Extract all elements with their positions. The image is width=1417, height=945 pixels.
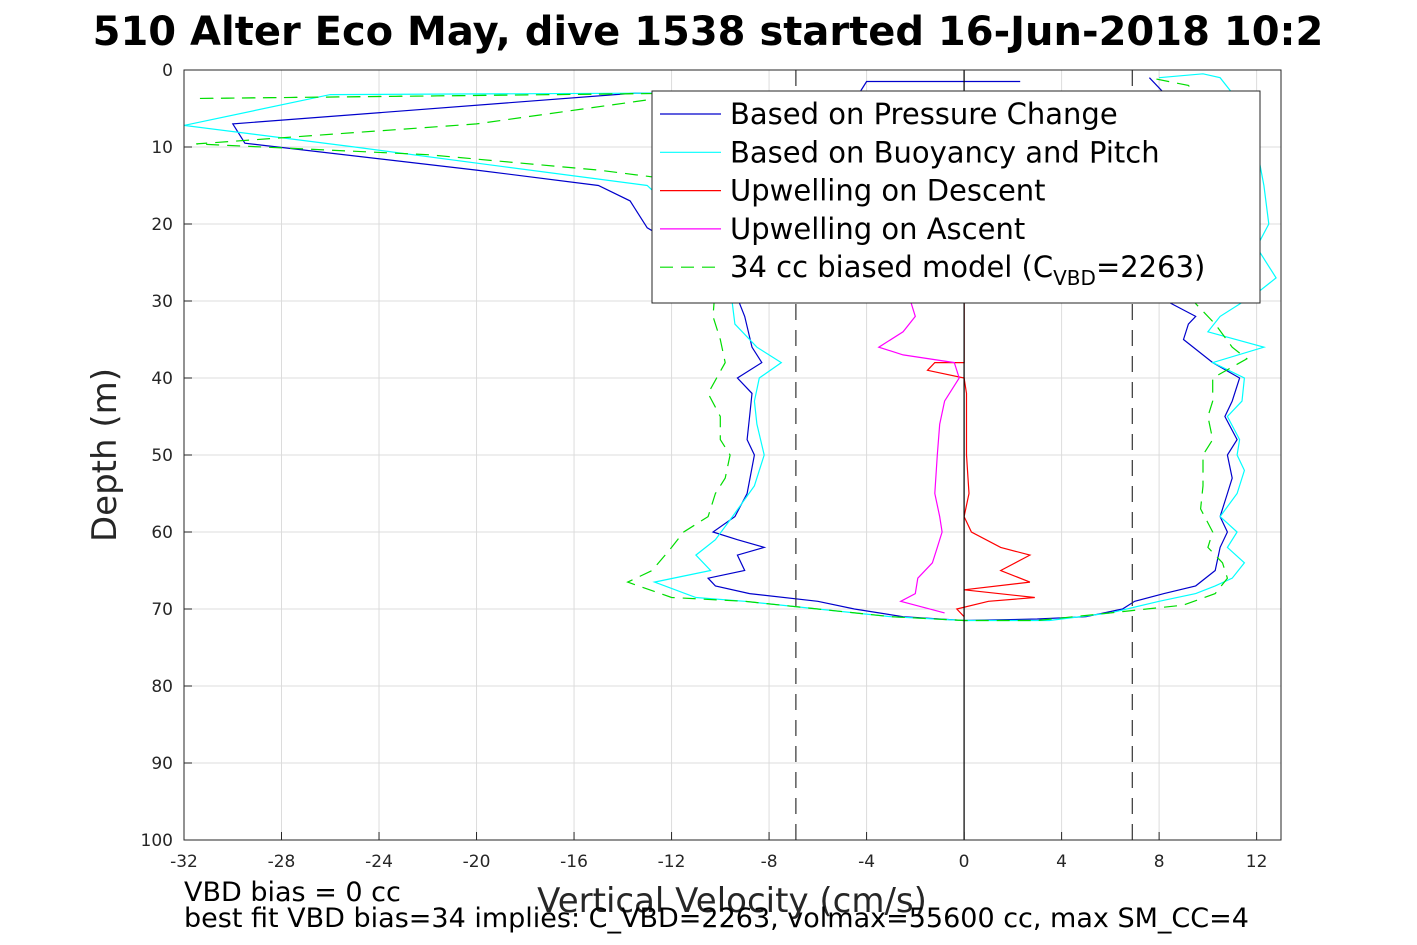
- chart-title: 510 Alter Eco May, dive 1538 started 16-…: [93, 9, 1324, 55]
- y-tick-label: 90: [151, 754, 173, 774]
- y-tick-label: 100: [141, 831, 173, 851]
- y-tick-labels: 0 10 20 30 40 50 60 70 80 90 100: [141, 61, 173, 851]
- y-tick-label: 40: [151, 369, 173, 389]
- legend-label-1: Based on Pressure Change: [730, 97, 1118, 131]
- y-tick-label: 50: [151, 446, 173, 466]
- series-line-4: [877, 300, 960, 614]
- x-tick-label: -12: [658, 852, 686, 872]
- y-tick-label: 60: [151, 523, 173, 543]
- y-tick-label: 80: [151, 677, 173, 697]
- x-tick-label: -16: [560, 852, 588, 872]
- y-tick-label: 0: [162, 61, 173, 81]
- legend-box: [651, 90, 1261, 304]
- x-tick-label: -4: [858, 852, 875, 872]
- legend: Based on Pressure Change Based on Buoyanc…: [651, 90, 1261, 304]
- legend-label-5: 34 cc biased model (CVBD=2263): [730, 250, 1205, 290]
- legend-label-3: Upwelling on Descent: [730, 174, 1046, 208]
- x-tick-labels: -32 -28 -24 -20 -16 -12 -8 -4 0 4 8 12: [170, 852, 1267, 872]
- legend-label-4: Upwelling on Ascent: [730, 212, 1025, 246]
- x-tick-label: -28: [268, 852, 296, 872]
- vbd-bias-note: VBD bias = 0 cc: [184, 877, 401, 908]
- x-tick-label: 8: [1154, 852, 1165, 872]
- legend-label-2: Based on Buoyancy and Pitch: [730, 135, 1160, 169]
- best-fit-note: best fit VBD bias=34 implies: C_VBD=2263…: [184, 903, 1249, 934]
- x-tick-label: 12: [1246, 852, 1268, 872]
- y-tick-label: 20: [151, 215, 173, 235]
- y-tick-label: 70: [151, 600, 173, 620]
- y-tick-label: 10: [151, 138, 173, 158]
- y-tick-label: 30: [151, 292, 173, 312]
- x-tick-label: -20: [463, 852, 491, 872]
- x-tick-label: -32: [170, 852, 198, 872]
- x-tick-label: 0: [959, 852, 970, 872]
- x-tick-label: -8: [761, 852, 778, 872]
- series-line-3: [926, 301, 1035, 618]
- y-axis-label: Depth (m): [85, 368, 125, 542]
- x-tick-label: -24: [365, 852, 393, 872]
- x-axis-label: Vertical Velocity (cm/s): [537, 881, 927, 921]
- series-line-2: [183, 73, 1277, 622]
- axes-box: [183, 69, 1282, 841]
- x-tick-label: 4: [1056, 852, 1067, 872]
